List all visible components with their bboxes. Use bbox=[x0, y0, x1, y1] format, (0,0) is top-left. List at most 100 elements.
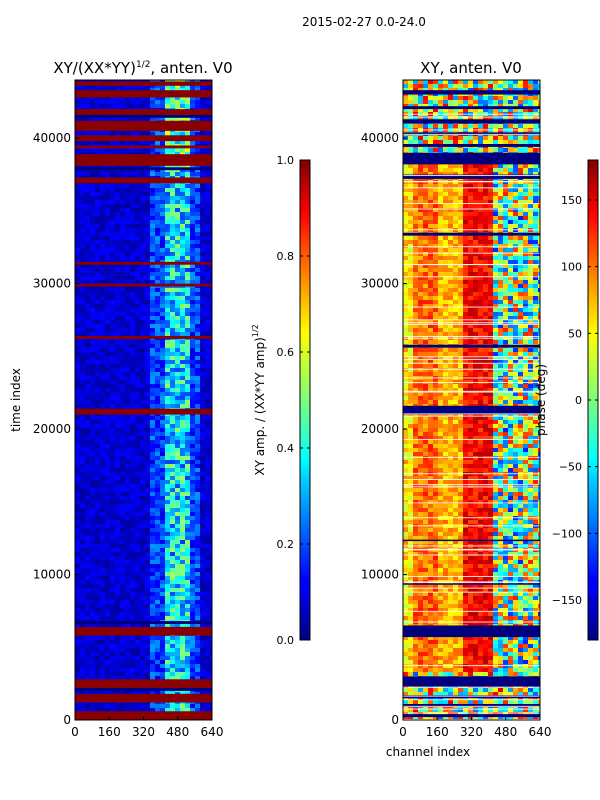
heatmap-cell bbox=[200, 372, 205, 376]
heatmap-cell bbox=[145, 476, 150, 480]
heatmap-cell bbox=[105, 608, 110, 612]
heatmap-cell bbox=[145, 212, 150, 216]
heatmap-cell bbox=[150, 580, 155, 584]
heatmap-cell bbox=[135, 172, 140, 176]
heatmap-cell bbox=[145, 496, 150, 500]
heatmap-cell bbox=[160, 376, 165, 380]
heatmap-cell bbox=[448, 124, 453, 128]
heatmap-cell bbox=[190, 268, 195, 272]
heatmap-cell bbox=[190, 396, 195, 400]
heatmap-cell bbox=[180, 436, 185, 440]
heatmap-cell bbox=[200, 396, 205, 400]
heatmap-cell bbox=[105, 296, 110, 300]
heatmap-cell bbox=[140, 640, 145, 644]
heatmap-cell bbox=[155, 192, 160, 196]
heatmap-cell bbox=[90, 564, 95, 568]
heatmap-cell bbox=[458, 100, 463, 104]
heatmap-cell bbox=[190, 556, 195, 560]
heatmap-cell bbox=[180, 296, 185, 300]
heatmap-cell bbox=[210, 192, 212, 196]
heatmap-cell bbox=[135, 672, 140, 676]
heatmap-cell bbox=[185, 440, 190, 444]
heatmap-cell bbox=[145, 428, 150, 432]
heatmap-cell bbox=[160, 240, 165, 244]
heatmap-cell bbox=[170, 520, 175, 524]
heatmap-cell bbox=[110, 552, 115, 556]
heatmap-cell bbox=[195, 364, 200, 368]
heatmap-cell bbox=[180, 532, 185, 536]
heatmap-cell bbox=[165, 532, 170, 536]
heatmap-cell bbox=[180, 556, 185, 560]
amplitude-y-axis-label: time index bbox=[9, 368, 23, 432]
heatmap-cell bbox=[95, 564, 100, 568]
heatmap-cell bbox=[125, 192, 130, 196]
heatmap-cell bbox=[210, 304, 212, 308]
heatmap-cell bbox=[120, 184, 125, 188]
heatmap-cell bbox=[150, 252, 155, 256]
heatmap-cell bbox=[170, 248, 175, 252]
heatmap-cell bbox=[155, 96, 160, 100]
heatmap-cell bbox=[205, 428, 210, 432]
heatmap-cell bbox=[160, 224, 165, 228]
heatmap-cell bbox=[125, 592, 130, 596]
heatmap-cell bbox=[190, 348, 195, 352]
heatmap-cell bbox=[175, 364, 180, 368]
heatmap-cell bbox=[210, 152, 212, 156]
heatmap-cell bbox=[95, 436, 100, 440]
heatmap-cell bbox=[160, 248, 165, 252]
heatmap-cell bbox=[195, 340, 200, 344]
heatmap-cell bbox=[190, 328, 195, 332]
heatmap-cell bbox=[190, 660, 195, 664]
heatmap-cell bbox=[200, 248, 205, 252]
heatmap-cell bbox=[125, 188, 130, 192]
y-tick-label: 40000 bbox=[33, 131, 71, 145]
heatmap-cell bbox=[165, 576, 170, 580]
heatmap-cell bbox=[90, 296, 95, 300]
heatmap-cell bbox=[75, 384, 80, 388]
heatmap-cell bbox=[145, 364, 150, 368]
heatmap-cell bbox=[160, 288, 165, 292]
heatmap-cell bbox=[468, 104, 473, 108]
heatmap-cell bbox=[185, 400, 190, 404]
heatmap-cell bbox=[210, 172, 212, 176]
heatmap-cell bbox=[170, 316, 175, 320]
heatmap-cell bbox=[140, 352, 145, 356]
heatmap-cell bbox=[105, 560, 110, 564]
heatmap-cell bbox=[180, 316, 185, 320]
heatmap-cell bbox=[145, 656, 150, 660]
heatmap-cell bbox=[145, 556, 150, 560]
heatmap-cell bbox=[180, 616, 185, 620]
heatmap-cell bbox=[100, 660, 105, 664]
heatmap-cell bbox=[125, 348, 130, 352]
heatmap-cell bbox=[210, 592, 212, 596]
heatmap-cell bbox=[518, 140, 523, 144]
heatmap-cell bbox=[110, 588, 115, 592]
heatmap-cell bbox=[205, 568, 210, 572]
heatmap-cell bbox=[483, 104, 488, 108]
heatmap-cell bbox=[195, 164, 200, 168]
heatmap-cell bbox=[105, 280, 110, 284]
heatmap-cell bbox=[105, 344, 110, 348]
heatmap-cell bbox=[120, 396, 125, 400]
heatmap-cell bbox=[85, 436, 90, 440]
heatmap-cell bbox=[503, 84, 508, 88]
heatmap-cell bbox=[85, 348, 90, 352]
heatmap-cell bbox=[185, 492, 190, 496]
heatmap-cell bbox=[170, 568, 175, 572]
heatmap-cell bbox=[90, 508, 95, 512]
heatmap-cell bbox=[175, 652, 180, 656]
heatmap-cell bbox=[185, 516, 190, 520]
heatmap-cell bbox=[210, 516, 212, 520]
heatmap-cell bbox=[120, 436, 125, 440]
heatmap-cell bbox=[90, 236, 95, 240]
heatmap-cell bbox=[195, 440, 200, 444]
heatmap-cell bbox=[175, 536, 180, 540]
heatmap-cell bbox=[110, 116, 115, 120]
heatmap-cell bbox=[90, 592, 95, 596]
heatmap-cell bbox=[205, 596, 210, 600]
heatmap-cell bbox=[115, 452, 120, 456]
heatmap-cell bbox=[190, 672, 195, 676]
heatmap-cell bbox=[100, 516, 105, 520]
heatmap-cell bbox=[180, 568, 185, 572]
heatmap-cell bbox=[185, 560, 190, 564]
